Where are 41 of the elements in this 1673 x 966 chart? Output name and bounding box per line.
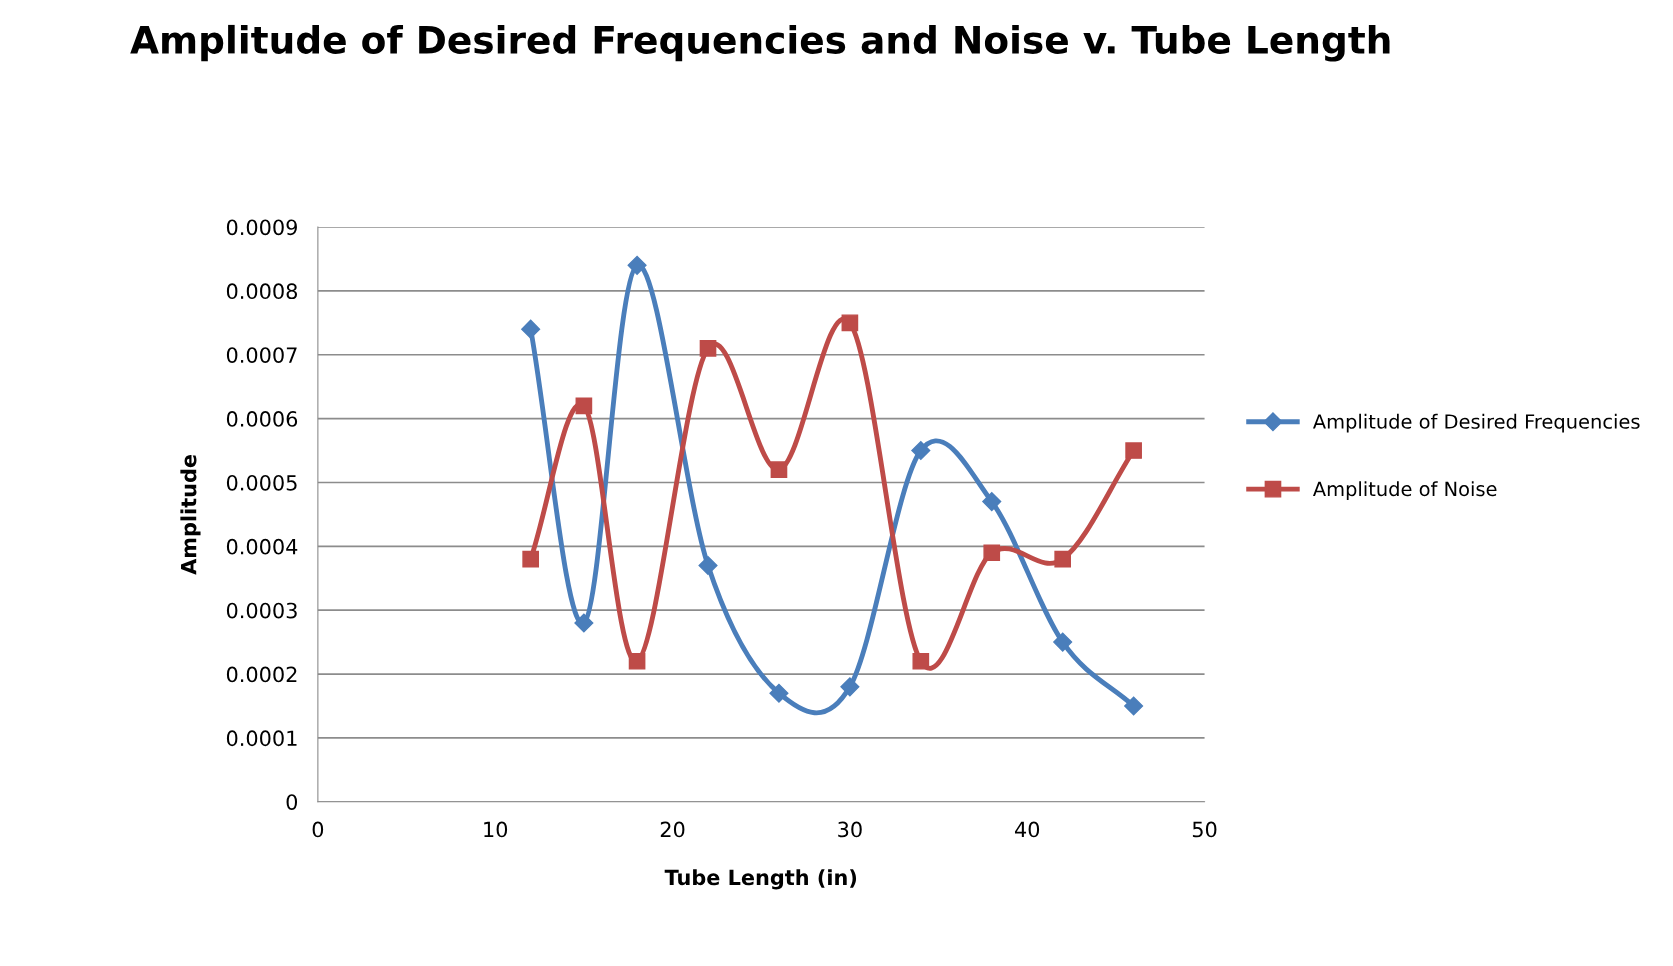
point xyxy=(1054,550,1072,568)
y-tick-label: 0.0002 xyxy=(226,666,297,683)
y-tick-label: 0.0007 xyxy=(226,347,297,363)
legend-label: Amplitude of Noise xyxy=(1312,481,1497,501)
legend-label: Amplitude of Desired Frequencies xyxy=(1312,413,1640,433)
point xyxy=(840,677,860,697)
point xyxy=(521,319,541,339)
point xyxy=(575,397,593,415)
x-tick-label: 20 xyxy=(660,821,685,838)
x-tick-label: 50 xyxy=(1192,821,1217,838)
point xyxy=(1053,632,1073,652)
point xyxy=(841,314,859,332)
y-tick-label: 0.0003 xyxy=(226,602,297,619)
y-tick-label: 0.0005 xyxy=(226,474,297,491)
x-tick-label: 0 xyxy=(312,821,324,838)
x-tick-label: 40 xyxy=(1014,821,1040,838)
point xyxy=(912,652,930,670)
y-tick-label: 0.0009 xyxy=(226,219,297,236)
y-tick-label: 0.0008 xyxy=(226,283,297,300)
y-tick-label: 0.0006 xyxy=(226,411,298,427)
point xyxy=(522,550,540,568)
point xyxy=(911,440,931,461)
x-axis-title: Tube Length (in) xyxy=(664,869,857,890)
y-tick-label: 0.0001 xyxy=(226,730,297,747)
x-tick-label: 30 xyxy=(838,821,862,838)
x-tick-label: 10 xyxy=(484,821,508,838)
point xyxy=(1125,442,1142,459)
point xyxy=(699,340,717,357)
point xyxy=(574,613,594,633)
point xyxy=(698,555,718,576)
point xyxy=(627,255,647,275)
chart-title: Amplitude of Desired Frequencies and Noise v. Tube Length xyxy=(130,24,1390,62)
point xyxy=(628,652,646,670)
point xyxy=(982,492,1002,512)
point xyxy=(769,683,789,703)
y-tick-label: 0 xyxy=(286,794,298,810)
y-axis-title: Amplitude xyxy=(180,454,201,575)
point xyxy=(770,461,788,479)
y-tick-label: 0.0004 xyxy=(226,538,298,555)
point xyxy=(1124,696,1144,716)
point xyxy=(983,544,1001,562)
